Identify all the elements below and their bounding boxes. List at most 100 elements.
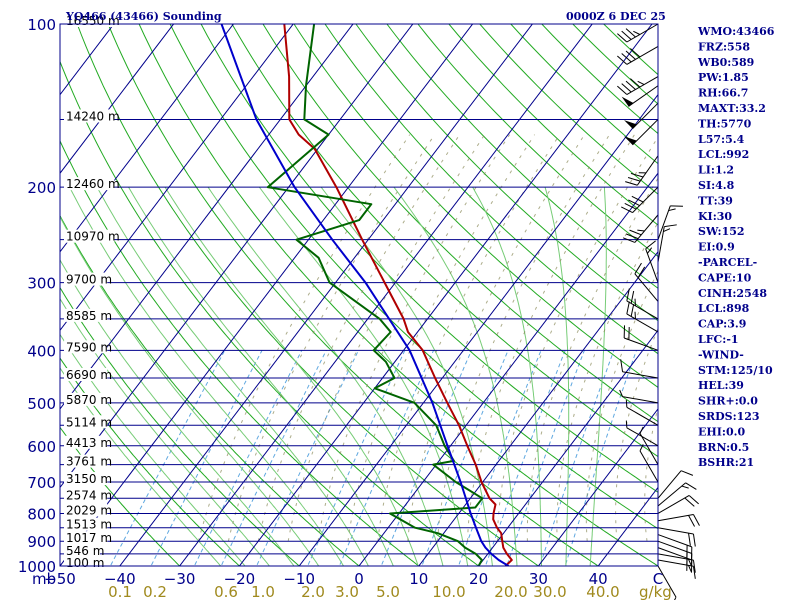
pressure-tick-label: 500 xyxy=(27,395,56,413)
wind-barb xyxy=(617,76,659,95)
wind-barb-half-feather xyxy=(619,389,624,397)
parcel-curve xyxy=(220,24,510,566)
index-line: L57:5.4 xyxy=(698,133,745,146)
wind-barb-feather xyxy=(627,177,641,182)
wind-barb-half-feather xyxy=(637,229,645,232)
dry-adiabat xyxy=(76,24,540,566)
temperature-unit-label: C xyxy=(653,570,663,588)
wind-barb-feather xyxy=(693,514,700,526)
wind-barb-staff xyxy=(657,540,692,554)
wind-barb xyxy=(657,534,693,560)
wind-barb-staff xyxy=(626,406,659,426)
height-label: 1513 m xyxy=(66,518,112,532)
wind-barb xyxy=(625,155,659,186)
wind-barb-staff xyxy=(657,534,692,548)
wind-barb xyxy=(657,470,694,499)
wind-barb xyxy=(621,186,659,214)
wind-barb-half-feather xyxy=(688,559,692,567)
wind-barb xyxy=(626,288,659,320)
height-label-bg xyxy=(64,503,108,517)
wind-barb-feather xyxy=(617,55,628,65)
wind-barb-staff xyxy=(622,396,659,404)
index-line: FRZ:558 xyxy=(698,40,750,53)
height-label: 3761 m xyxy=(66,455,112,469)
height-label-bg xyxy=(64,109,115,123)
mixing-ratio-line xyxy=(220,350,327,566)
wind-barb-feather xyxy=(621,206,633,214)
index-line: BRN:0.5 xyxy=(698,441,749,454)
dewpoint-curve xyxy=(266,24,484,566)
wind-barb-staff xyxy=(626,23,659,43)
height-label-bg xyxy=(64,368,108,382)
wind-barb-staff xyxy=(657,495,690,514)
wind-barb-half-feather xyxy=(688,565,692,573)
mixing-ratio-tick-label: 3.0 xyxy=(335,583,359,600)
theta-e-line xyxy=(585,270,658,542)
index-line: LCL:898 xyxy=(698,302,750,315)
mixing-ratio-tick-label: 0.6 xyxy=(214,583,238,600)
wind-barb-half-feather xyxy=(637,80,645,85)
temperature-tick-label: 30 xyxy=(529,570,548,588)
height-label: 8585 m xyxy=(66,309,112,323)
background-grid xyxy=(60,24,658,566)
mixing-ratio-line xyxy=(193,350,303,566)
pressure-unit-label: mb xyxy=(32,570,56,588)
isotherm xyxy=(60,24,354,410)
theta-e-line xyxy=(257,134,461,542)
mixing-ratio-tick-label: 0.1 xyxy=(108,583,132,600)
moist-adiabat xyxy=(96,186,369,566)
pressure-tick-label: 200 xyxy=(27,179,56,197)
mixing-ratio-tick-label: 2.0 xyxy=(301,583,325,600)
wind-barb-staff xyxy=(634,273,659,302)
wind-barb-staff xyxy=(626,76,659,95)
temperature-curve xyxy=(283,24,513,566)
wind-barb xyxy=(619,389,659,404)
pressure-tick-label: 700 xyxy=(27,474,56,492)
wind-barb xyxy=(657,565,677,600)
height-label: 3150 m xyxy=(66,472,112,486)
wind-barb xyxy=(657,205,683,240)
isotherm xyxy=(418,250,658,566)
wind-barb xyxy=(634,262,659,302)
index-line: SI:4.8 xyxy=(698,179,735,192)
pressure-tick-label: 300 xyxy=(27,275,56,293)
wind-barb xyxy=(626,301,659,333)
index-line: EI:0.9 xyxy=(698,241,735,254)
wind-barb-feather xyxy=(625,28,636,38)
wind-barb-feather xyxy=(692,566,696,579)
mixing-ratio-tick-label: 1.0 xyxy=(251,583,275,600)
height-label: 546 m xyxy=(66,544,104,558)
moist-adiabat xyxy=(164,186,419,566)
wind-barb-half-feather xyxy=(674,596,677,600)
index-line: LFC:-1 xyxy=(698,333,739,346)
wind-barb-staff xyxy=(636,155,659,186)
height-label-bg xyxy=(64,177,115,191)
isotherm xyxy=(477,329,658,566)
wind-barb-feather xyxy=(692,560,696,573)
wind-barb-feather xyxy=(621,30,632,40)
isotherm xyxy=(358,172,658,566)
wind-barb xyxy=(657,513,700,527)
wind-barb-feather xyxy=(629,229,642,236)
moist-adiabat xyxy=(207,186,444,566)
wind-barb-pennant xyxy=(624,120,637,129)
index-line: CAPE:10 xyxy=(698,271,752,284)
pressure-tick-label: 1000 xyxy=(18,558,56,576)
height-label: 5870 m xyxy=(66,393,112,407)
pressure-tick-label: 400 xyxy=(27,342,56,360)
moist-adiabat xyxy=(128,186,394,566)
wind-barb-feather xyxy=(620,359,624,372)
height-label-bg xyxy=(64,392,108,406)
wind-barb-staff xyxy=(624,337,659,351)
moist-adiabat xyxy=(393,186,518,566)
height-label-bg xyxy=(64,472,108,486)
wind-barb xyxy=(622,214,659,243)
wind-barb-feather xyxy=(684,497,695,507)
dry-adiabat xyxy=(60,426,181,566)
wind-barb-feather xyxy=(626,301,630,315)
station-title: YQ466 (43466) Sounding xyxy=(65,10,222,23)
wind-barb-feather xyxy=(630,290,635,304)
wind-barb xyxy=(624,119,659,146)
